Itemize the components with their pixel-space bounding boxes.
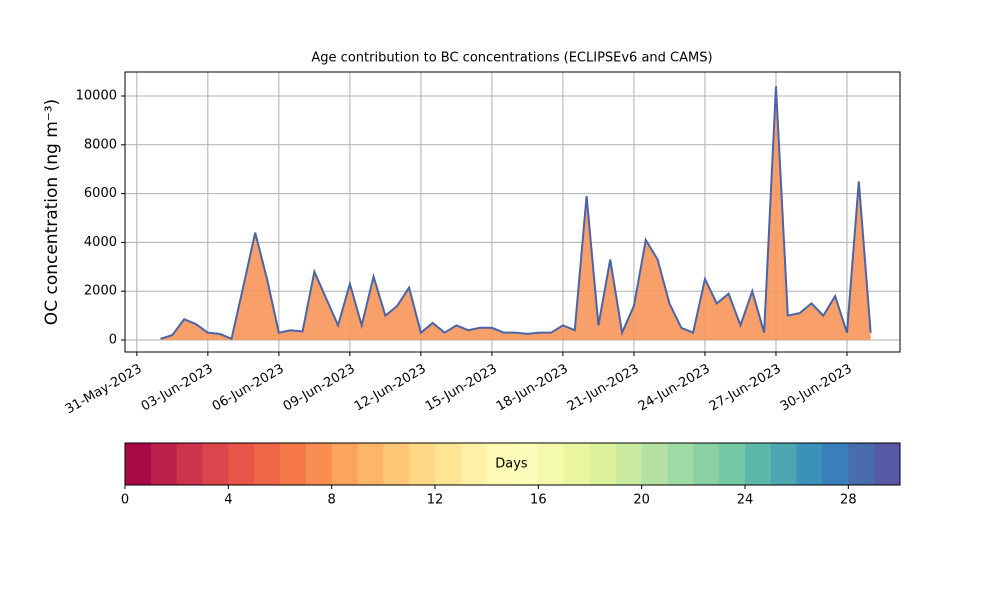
y-tick-label: 10000	[76, 89, 117, 104]
y-tick-label: 0	[109, 332, 117, 347]
colorbar-tick-label: 16	[530, 493, 547, 508]
colorbar-bin	[874, 443, 901, 485]
x-tick-label: 03-Jun-2023	[139, 362, 216, 415]
colorbar-bin	[693, 443, 720, 485]
chart-title: Age contribution to BC concentrations (E…	[311, 51, 712, 66]
colorbar-tick-label: 0	[121, 493, 129, 508]
x-tick-label: 30-Jun-2023	[778, 362, 855, 415]
x-tick-label: 18-Jun-2023	[494, 362, 571, 415]
colorbar-frame	[124, 442, 901, 486]
y-axis-label: OC concentration (ng m⁻³)	[42, 99, 62, 325]
y-tick-label: 2000	[84, 284, 117, 299]
y-tick-label: 8000	[84, 137, 117, 152]
colorbar-bin	[486, 443, 513, 485]
colorbar-bin	[254, 443, 281, 485]
colorbar-tick-label: 20	[633, 493, 650, 508]
colorbar-bin	[796, 443, 823, 485]
colorbar-bin	[822, 443, 849, 485]
colorbar-bin	[745, 443, 772, 485]
colorbar-bin	[667, 443, 694, 485]
colorbar-tick-label: 24	[737, 493, 754, 508]
x-tick-label: 24-Jun-2023	[636, 362, 713, 415]
line	[160, 86, 872, 341]
colorbar-bin	[305, 443, 333, 485]
colorbar-bin	[590, 443, 617, 485]
x-tick-label: 06-Jun-2023	[210, 362, 287, 415]
colorbar-bin	[538, 443, 565, 485]
y-tick-label: 6000	[84, 186, 117, 201]
colorbar-bin	[848, 443, 875, 485]
colorbar-bin	[150, 443, 178, 485]
area	[160, 86, 871, 340]
colorbar-label: Days	[495, 457, 528, 472]
colorbar-bin	[564, 443, 591, 485]
x-tick-label: 21-Jun-2023	[565, 362, 642, 415]
x-tick-label: 09-Jun-2023	[281, 362, 358, 415]
x-tick-label: 31-May-2023	[63, 362, 145, 418]
x-tick-label: 27-Jun-2023	[707, 362, 784, 415]
colorbar-bin	[615, 443, 643, 485]
colorbar-bin	[228, 443, 255, 485]
y-tick-label: 4000	[84, 235, 117, 250]
colorbar-bin	[435, 443, 462, 485]
x-tick-label: 12-Jun-2023	[352, 362, 429, 415]
colorbar-bin	[202, 443, 229, 485]
plot-frame	[124, 71, 901, 353]
colorbar-bin	[770, 443, 798, 485]
colorbar-bin	[460, 443, 488, 485]
colorbar-tick-label: 28	[840, 493, 857, 508]
colorbar-tick-label: 8	[328, 493, 336, 508]
colorbar-bin	[641, 443, 668, 485]
colorbar-bin	[719, 443, 746, 485]
colorbar-bin	[512, 443, 539, 485]
colorbar-tick-label: 4	[224, 493, 232, 508]
colorbar-bin	[280, 443, 307, 485]
colorbar-bin	[176, 443, 203, 485]
colorbar-tick-label: 12	[427, 493, 444, 508]
colorbar-bin	[383, 443, 410, 485]
colorbar-bin	[125, 443, 152, 485]
x-tick-label: 15-Jun-2023	[423, 362, 500, 415]
colorbar-bin	[409, 443, 436, 485]
colorbar-bin	[331, 443, 358, 485]
colorbar-bin	[357, 443, 384, 485]
